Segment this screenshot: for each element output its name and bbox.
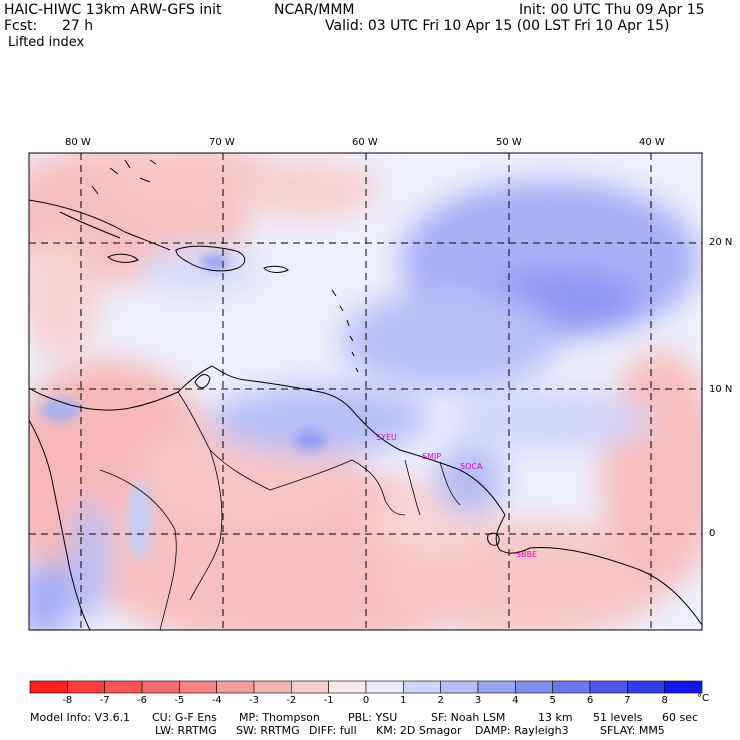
colorbar-box [67,680,105,694]
colorbar-tick-label: -6 [137,695,147,706]
footer-sflay: SFLAY: MM5 [600,724,665,737]
colorbar-box [552,680,591,694]
footer-sf: SF: Noah LSM [431,711,506,724]
field-name: Lifted index [8,35,85,50]
colorbar-tick-label: -5 [174,695,185,706]
lon-label-70w: 70 W [209,137,235,148]
footer-diff: DIFF: full [309,724,357,737]
lifted-index-field [29,153,702,630]
lon-label-60w: 60 W [352,137,378,148]
colorbar-tick-label: 5 [549,695,556,706]
colorbar-box [440,680,479,694]
colorbar-tick-label: -2 [286,695,297,706]
colorbar-box [627,680,665,694]
lat-label-10n: 10 N [709,384,733,395]
colorbar-box [664,680,703,694]
init-time: Init: 00 UTC Thu 09 Apr 15 [519,2,705,18]
colorbar-tick-label: 6 [586,695,594,706]
colorbar-tick-label: 1 [400,695,407,706]
lat-lon-grid [29,153,702,630]
colorbar-tick-label: -1 [323,695,334,706]
lon-label-80w: 80 W [65,137,91,148]
colorbar-tick-label: 0 [362,695,370,706]
colorbar-tick-label: -7 [99,695,110,706]
colorbar-tick-label: 8 [661,695,668,706]
footer-pbl: PBL: YSU [348,711,398,724]
colorbar-box [253,680,292,694]
colorbar-box [328,680,367,694]
lat-label-20n: 20 N [709,237,733,248]
footer-levels: 51 levels [593,711,643,724]
map-frame [28,152,703,631]
lat-label-0: 0 [709,528,716,539]
colorbar-tick-label: -8 [62,695,73,706]
colorbar-box [365,680,404,694]
footer-damp: DAMP: Rayleigh3 [475,724,569,737]
footer-lw: LW: RRTMG [155,724,217,737]
colorbar-box [141,680,180,694]
stations: SYEU SMJP SOCA SBBE [376,433,537,559]
station-sbbe: SBBE [516,550,537,559]
colorbar-tick-label: 3 [474,695,482,706]
colorbar-box [477,680,516,694]
footer-timestep: 60 sec [662,711,699,724]
colorbar-box [291,680,329,694]
colorbar-box [104,680,143,694]
colorbar-tick-label: 4 [512,695,519,706]
org-label: NCAR/MMM [274,2,355,18]
colorbar-box [29,680,68,694]
colorbar-tick-label: 2 [437,695,444,706]
colorbar-box [179,680,217,694]
valid-time: Valid: 03 UTC Fri 10 Apr 15 (00 LST Fri … [325,18,670,34]
footer-mp: MP: Thompson [239,711,320,724]
fcst-value: 27 h [62,18,94,34]
footer-cu: CU: G-F Ens [152,711,217,724]
lon-label-50w: 50 W [496,137,522,148]
colorbar-tick-label: 7 [624,695,631,706]
colorbar-unit: °C [697,693,709,704]
colorbar-box [403,680,441,694]
station-smjp: SMJP [422,452,441,461]
colorbar [29,680,703,694]
coastlines [29,159,702,630]
lon-label-40w: 40 W [639,137,665,148]
model-title: HAIC-HIWC 13km ARW-GFS init [4,2,222,18]
colorbar-tick-label: -3 [249,695,259,706]
footer-sw: SW: RRTMG [236,724,300,737]
station-syeu: SYEU [376,433,397,442]
colorbar-box [589,680,628,694]
footer-model-info: Model Info: V3.6.1 [30,711,131,724]
colorbar-box [216,680,255,694]
station-soca: SOCA [460,462,483,471]
footer-resolution: 13 km [538,711,573,724]
colorbar-tick-label: -4 [211,695,222,706]
footer-km: KM: 2D Smagor [376,724,462,737]
fcst-label: Fcst: [4,18,38,34]
colorbar-box [515,680,553,694]
